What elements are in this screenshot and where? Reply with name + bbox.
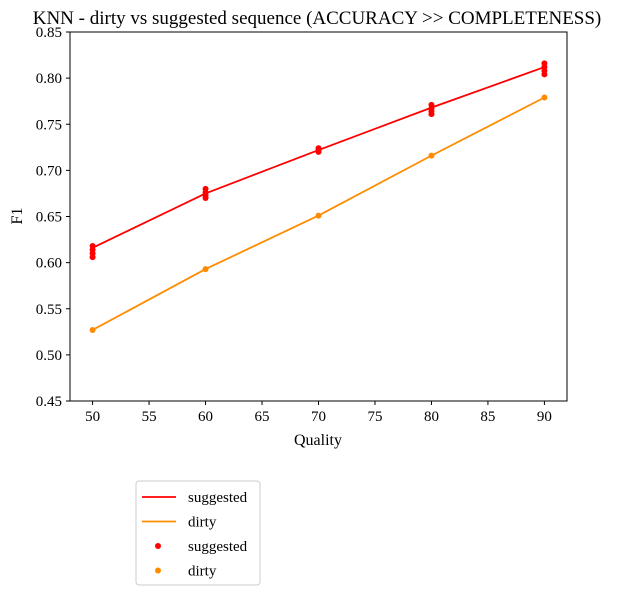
data-point-dirty xyxy=(541,94,548,101)
data-point-suggested xyxy=(202,195,209,202)
legend-marker-dirty xyxy=(155,567,161,574)
series-layer xyxy=(89,60,548,333)
legend-label: dirty xyxy=(188,564,217,580)
legend: suggested dirty suggested dirty xyxy=(135,480,261,586)
data-point-suggested xyxy=(428,111,435,118)
legend-marker-suggested xyxy=(155,543,161,549)
data-point-dirty xyxy=(315,212,322,219)
y-tick-label: 0.55 xyxy=(36,302,62,318)
x-tick-label: 50 xyxy=(85,409,100,425)
legend-label: suggested xyxy=(188,539,248,555)
legend-label: dirty xyxy=(188,515,217,531)
x-tick-label: 70 xyxy=(311,409,326,425)
y-axis: 0.45 0.50 0.55 0.60 0.65 0.70 0.75 0.80 0.85 xyxy=(36,25,70,410)
chart-title: KNN - dirty vs suggested sequence (ACCUR… xyxy=(33,8,602,29)
data-point-suggested xyxy=(89,254,96,261)
x-tick-label: 75 xyxy=(367,409,382,425)
y-tick-label: 0.80 xyxy=(36,71,62,87)
x-tick-label: 85 xyxy=(480,409,495,425)
y-tick-label: 0.60 xyxy=(36,256,62,272)
y-tick-label: 0.65 xyxy=(36,210,62,226)
data-point-suggested xyxy=(315,148,322,155)
y-tick-label: 0.70 xyxy=(36,163,62,179)
x-tick-label: 65 xyxy=(255,409,270,425)
x-tick-label: 60 xyxy=(198,409,213,425)
y-axis-label: F1 xyxy=(9,208,26,225)
y-tick-label: 0.50 xyxy=(36,348,62,364)
legend-label: suggested xyxy=(188,490,248,506)
data-point-dirty xyxy=(89,326,96,333)
x-axis-label: Quality xyxy=(294,432,342,449)
x-tick-label: 80 xyxy=(424,409,439,425)
data-point-suggested xyxy=(541,71,548,78)
y-tick-label: 0.45 xyxy=(36,394,62,410)
y-tick-label: 0.75 xyxy=(36,117,62,133)
data-point-dirty xyxy=(202,266,209,273)
x-tick-label: 90 xyxy=(537,409,552,425)
y-tick-label: 0.85 xyxy=(36,25,62,41)
x-tick-label: 55 xyxy=(142,409,157,425)
legend-box xyxy=(135,480,261,586)
data-point-dirty xyxy=(428,152,435,159)
x-axis: 50 55 60 65 70 75 80 85 90 xyxy=(85,401,552,425)
